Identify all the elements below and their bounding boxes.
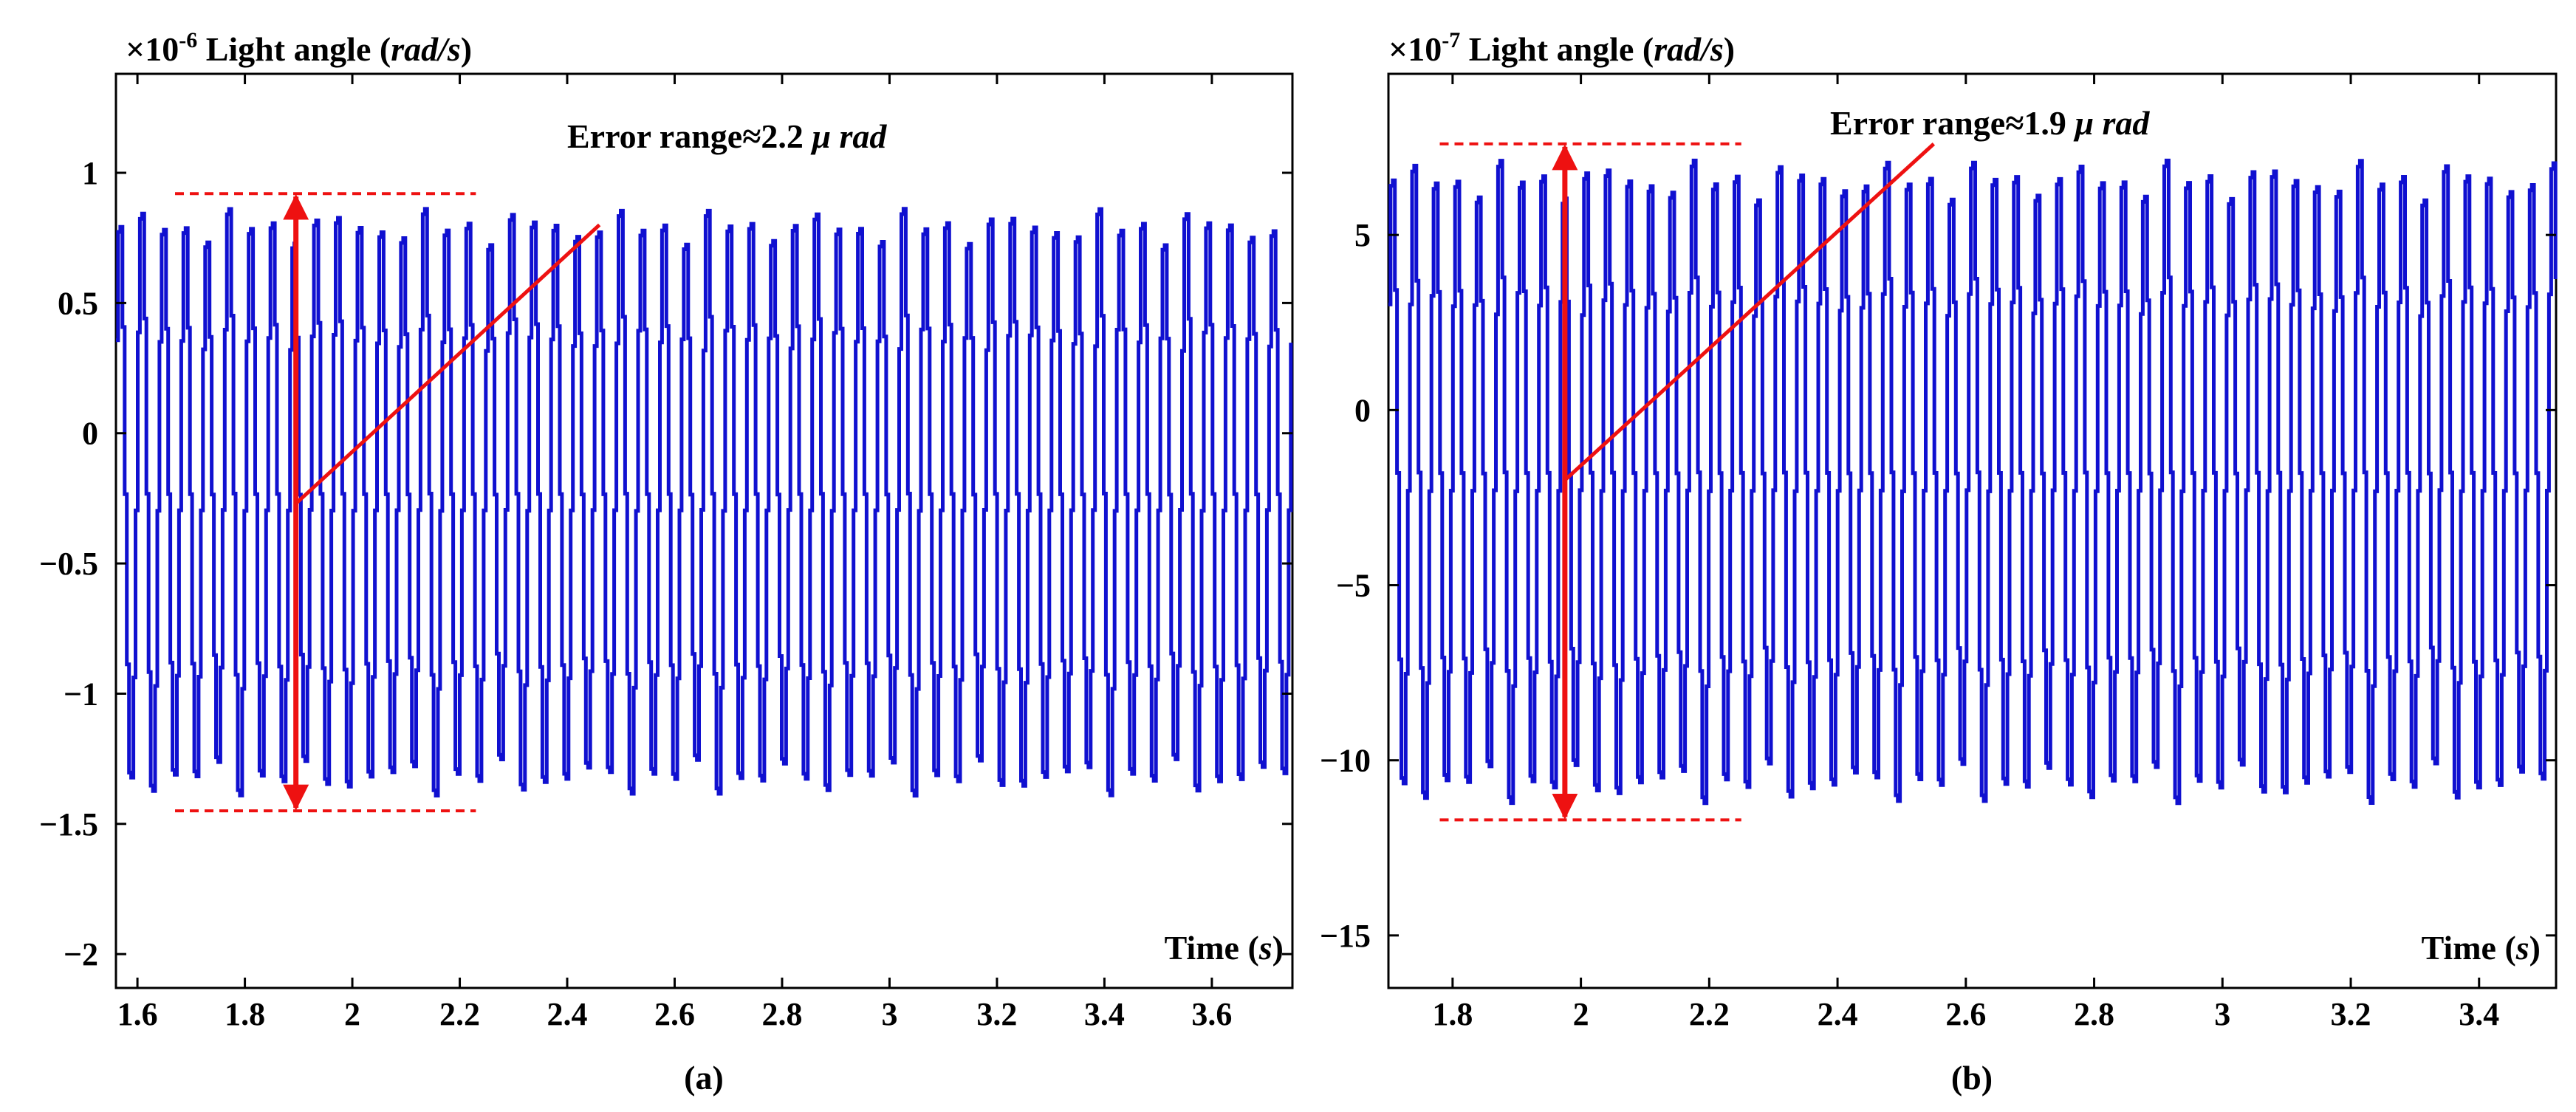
- signal-line-b: [1388, 158, 2558, 806]
- y-label-close-a: ): [461, 30, 472, 68]
- y-tick-label: 1: [82, 155, 98, 191]
- x-tick-label: 3: [2214, 996, 2230, 1032]
- annotation-label-a: Error range≈2.2 μ rad: [567, 117, 887, 155]
- y-label-unit-a: rad/s: [391, 30, 461, 68]
- x-tick-label: 1.8: [225, 996, 265, 1032]
- x-tick-label: 1.8: [1432, 996, 1473, 1032]
- plot-frame-a: [114, 72, 1294, 989]
- x-tick-label: 2: [1573, 996, 1589, 1032]
- exponent-a: -6: [179, 28, 197, 52]
- signal-path: [1388, 158, 2558, 806]
- x-tick-label: 2.4: [1818, 996, 1858, 1032]
- exponent-prefix-b: ×10: [1388, 30, 1442, 68]
- x-tick-label: 1.6: [117, 996, 158, 1032]
- caption-b: (b): [1951, 1059, 1993, 1096]
- x-tick-label: 2.8: [761, 996, 802, 1032]
- y-label-unit-b: rad/s: [1654, 30, 1724, 68]
- y-tick-label: −0.5: [39, 546, 98, 582]
- plot-frame-b: [1387, 72, 2558, 989]
- y-tick-label: 0: [1354, 392, 1371, 428]
- y-tick-label: 0: [82, 416, 98, 452]
- y-label-close-b: ): [1724, 30, 1735, 68]
- y-tick-label: −1.5: [39, 806, 98, 842]
- x-tick-label: 2.8: [2074, 996, 2114, 1032]
- x-axis-label-a: Time (s): [1165, 929, 1284, 967]
- x-tick-label: 2.2: [1689, 996, 1730, 1032]
- axis-ticks-b: 1.8 2 2.2 2.4 2.6 2.8 3 3.2 3.4 5 0 −5 −10 −15: [1320, 74, 2556, 1032]
- x-tick-label: 2: [344, 996, 360, 1032]
- leader-line: [294, 223, 601, 505]
- x-axis-label-b: Time (s): [2422, 929, 2541, 967]
- y-tick-label: −10: [1320, 743, 1371, 779]
- axis-ticks-a: 1.6 1.8 2 2.2 2.4 2.6 2.8 3 3.2 3.4 3.6 1 0.5 0 −0.5 −1…: [39, 74, 1292, 1032]
- x-tick-label: 2.6: [1945, 996, 1986, 1032]
- y-tick-label: 5: [1354, 217, 1371, 253]
- y-axis-label-b: ×10-7 Light angle (rad/s): [1388, 28, 1735, 68]
- panel-b: 1.8 2 2.2 2.4 2.6 2.8 3 3.2 3.4 5 0 −5 −10 −15 ×10-7 …: [1320, 28, 2558, 1096]
- x-tick-label: 3.4: [1084, 996, 1125, 1032]
- y-label-main-a: Light angle (: [206, 30, 391, 68]
- x-tick-label: 3.2: [976, 996, 1017, 1032]
- caption-a: (a): [684, 1059, 724, 1096]
- x-tick-label: 3.6: [1191, 996, 1232, 1032]
- exponent-prefix-a: ×10: [126, 30, 179, 68]
- x-tick-label: 3.4: [2459, 996, 2499, 1032]
- leader-line: [1563, 143, 1936, 482]
- error-range-annotation-b: [1439, 142, 1936, 822]
- signal-path: [116, 207, 1293, 798]
- y-tick-label: −15: [1320, 918, 1371, 954]
- panel-a: 1.6 1.8 2 2.2 2.4 2.6 2.8 3 3.2 3.4 3.6 1 0.5 0 −0.5 −1…: [39, 28, 1294, 1096]
- annotation-label-b: Error range≈1.9 μ rad: [1830, 104, 2150, 142]
- y-tick-label: 0.5: [58, 285, 98, 321]
- x-tick-label: 3.2: [2331, 996, 2371, 1032]
- y-tick-label: −2: [64, 936, 98, 972]
- x-tick-label: 2.6: [654, 996, 695, 1032]
- signal-line-a: [116, 207, 1293, 798]
- y-label-main-b: Light angle (: [1469, 30, 1654, 68]
- exponent-b: -7: [1442, 28, 1460, 52]
- x-tick-label: 3: [881, 996, 897, 1032]
- x-tick-label: 2.2: [439, 996, 480, 1032]
- y-tick-label: −5: [1336, 568, 1371, 604]
- y-axis-label-a: ×10-6 Light angle (rad/s): [126, 28, 472, 68]
- error-range-annotation-a: [175, 192, 601, 813]
- x-tick-label: 2.4: [547, 996, 588, 1032]
- y-tick-label: −1: [64, 676, 98, 712]
